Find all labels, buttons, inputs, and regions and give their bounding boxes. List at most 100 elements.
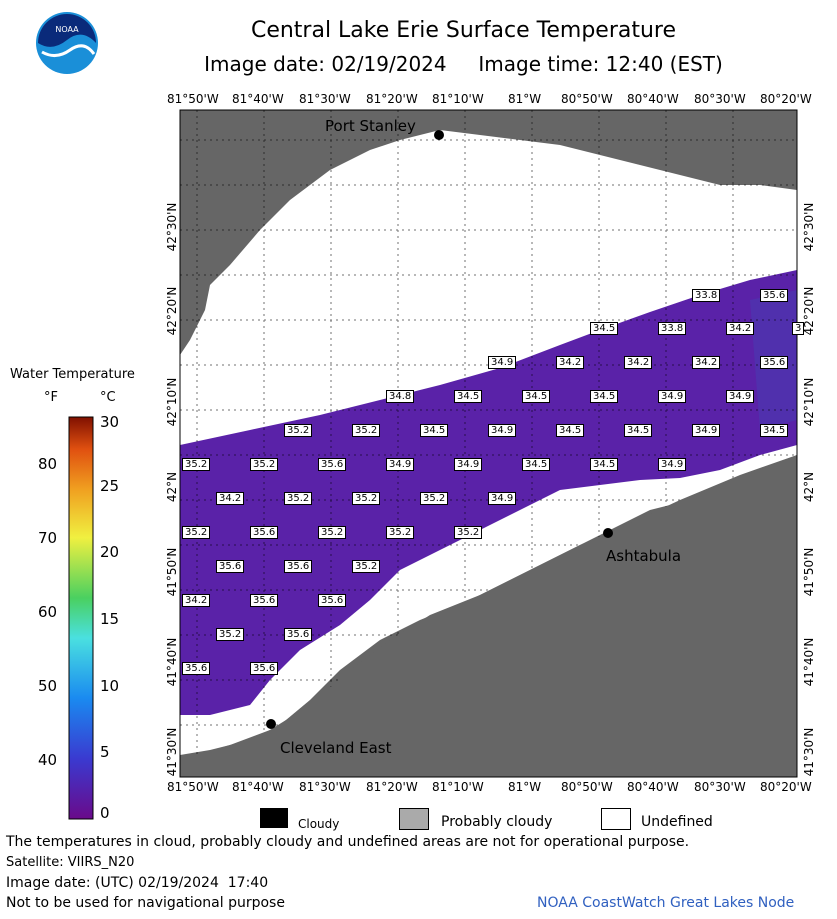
temperature-value: 34.9 — [488, 492, 517, 505]
temperature-value: 34.2 — [692, 356, 721, 369]
satellite-text: Satellite: VIIRS_N20 — [6, 855, 135, 870]
cloudy-label: Cloudy — [298, 817, 340, 831]
temperature-value: 35.6 — [760, 289, 789, 302]
temperature-value: 34.8 — [386, 390, 415, 403]
temperature-value: 35.2 — [454, 526, 483, 539]
undefined-label: Undefined — [641, 814, 713, 830]
temperature-value: 34.2 — [726, 322, 755, 335]
legend-c-25: 25 — [100, 477, 120, 495]
lon-top-9: 80°20'W — [760, 92, 812, 106]
temperature-value: 35.2 — [386, 526, 415, 539]
svg-text:NOAA: NOAA — [55, 25, 79, 34]
utc-date-text: Image date: (UTC) 02/19/2024 17:40 — [6, 875, 269, 891]
temperature-value: 35.6 — [250, 526, 279, 539]
port-stanley-marker — [434, 130, 444, 140]
lon-bottom-2: 81°30'W — [299, 780, 351, 794]
temperature-value: 35.2 — [352, 492, 381, 505]
temperature-value: 34.9 — [658, 458, 687, 471]
temperature-value: 34.5 — [556, 424, 585, 437]
cloudy-swatch — [260, 808, 288, 828]
temperature-value: 35.2 — [420, 492, 449, 505]
temperature-value: 33.8 — [692, 289, 721, 302]
lat-right-4: 41°50'N — [802, 547, 816, 597]
temperature-value: 35.2 — [216, 628, 245, 641]
lat-left-4: 41°50'N — [165, 547, 179, 597]
probably-cloudy-swatch — [399, 808, 429, 830]
lat-left-1: 42°20'N — [165, 286, 179, 336]
temperature-value: 35.6 — [250, 594, 279, 607]
lon-top-7: 80°40'W — [627, 92, 679, 106]
lon-bottom-0: 81°50'W — [167, 780, 219, 794]
temperature-value: 34.2 — [556, 356, 585, 369]
temperature-value: 34.9 — [692, 424, 721, 437]
legend-c-30: 30 — [100, 413, 120, 431]
temperature-value: 35.6 — [216, 560, 245, 573]
temperature-value: 34.9 — [488, 424, 517, 437]
temperature-value: 35.2 — [352, 424, 381, 437]
legend-c-15: 15 — [100, 610, 120, 628]
temperature-value: 34.2 — [624, 356, 653, 369]
lat-right-0: 42°30'N — [802, 202, 816, 252]
lon-top-2: 81°30'W — [299, 92, 351, 106]
temperature-value: 34.5 — [624, 424, 653, 437]
temperature-value: 34.2 — [216, 492, 245, 505]
lon-bottom-8: 80°30'W — [694, 780, 746, 794]
lon-top-4: 81°10'W — [432, 92, 484, 106]
temperature-value: 35.6 — [760, 356, 789, 369]
lon-top-3: 81°20'W — [366, 92, 418, 106]
legend-f-50: 50 — [38, 677, 58, 695]
lat-left-3: 42°N — [165, 471, 179, 503]
legend-f-60: 60 — [38, 603, 58, 621]
lat-left-6: 41°30'N — [165, 727, 179, 777]
temperature-value: 34.5 — [420, 424, 449, 437]
lon-bottom-6: 80°50'W — [561, 780, 613, 794]
legend-unit-c: °C — [100, 390, 116, 405]
temperature-value: 34.5 — [590, 322, 619, 335]
temperature-value: 33.8 — [658, 322, 687, 335]
temperature-value: 35.2 — [182, 458, 211, 471]
temperature-value: 35.6 — [284, 628, 313, 641]
temperature-value: 35.6 — [318, 458, 347, 471]
ashtabula-marker — [603, 528, 613, 538]
legend-c-20: 20 — [100, 543, 120, 561]
navigation-warning: Not to be used for navigational purpose — [6, 895, 285, 911]
cleveland-east-marker — [266, 719, 276, 729]
temperature-value: 34.5 — [522, 458, 551, 471]
temperature-value: 35.2 — [182, 526, 211, 539]
legend-f-40: 40 — [38, 751, 58, 769]
disclaimer-text: The temperatures in cloud, probably clou… — [6, 834, 690, 850]
land-south-shore — [180, 455, 797, 777]
temperature-value: 35.6 — [284, 560, 313, 573]
temperature-value: 35.6 — [250, 662, 279, 675]
lon-bottom-1: 81°40'W — [232, 780, 284, 794]
image-date-time: Image date: 02/19/2024 Image time: 12:40… — [204, 52, 723, 76]
temperature-value: 3 — [792, 322, 805, 335]
land-upper-right — [745, 110, 797, 165]
cleveland-east-label: Cleveland East — [280, 739, 392, 757]
temperature-value: 34.9 — [726, 390, 755, 403]
legend-c-5: 5 — [100, 743, 110, 761]
lon-bottom-7: 80°40'W — [627, 780, 679, 794]
lon-bottom-9: 80°20'W — [760, 780, 812, 794]
lon-bottom-5: 81°W — [508, 780, 542, 794]
undefined-swatch — [601, 808, 631, 830]
temperature-value: 35.6 — [182, 662, 211, 675]
temperature-value: 34.9 — [658, 390, 687, 403]
temperature-value: 34.9 — [454, 458, 483, 471]
lat-right-5: 41°40'N — [802, 637, 816, 687]
temperature-value: 34.5 — [760, 424, 789, 437]
port-stanley-label: Port Stanley — [325, 117, 416, 135]
ashtabula-label: Ashtabula — [606, 547, 682, 565]
legend-title: Water Temperature — [10, 367, 135, 382]
lat-right-2: 42°10'N — [802, 377, 816, 427]
lat-left-5: 41°40'N — [165, 637, 179, 687]
temperature-value: 35.2 — [318, 526, 347, 539]
credit-text: NOAA CoastWatch Great Lakes Node — [537, 895, 795, 911]
lon-bottom-3: 81°20'W — [366, 780, 418, 794]
lon-top-8: 80°30'W — [694, 92, 746, 106]
lon-top-1: 81°40'W — [232, 92, 284, 106]
temperature-value: 35.2 — [352, 560, 381, 573]
page-title: Central Lake Erie Surface Temperature — [250, 18, 677, 43]
legend-f-80: 80 — [38, 455, 58, 473]
lat-left-0: 42°30'N — [165, 202, 179, 252]
